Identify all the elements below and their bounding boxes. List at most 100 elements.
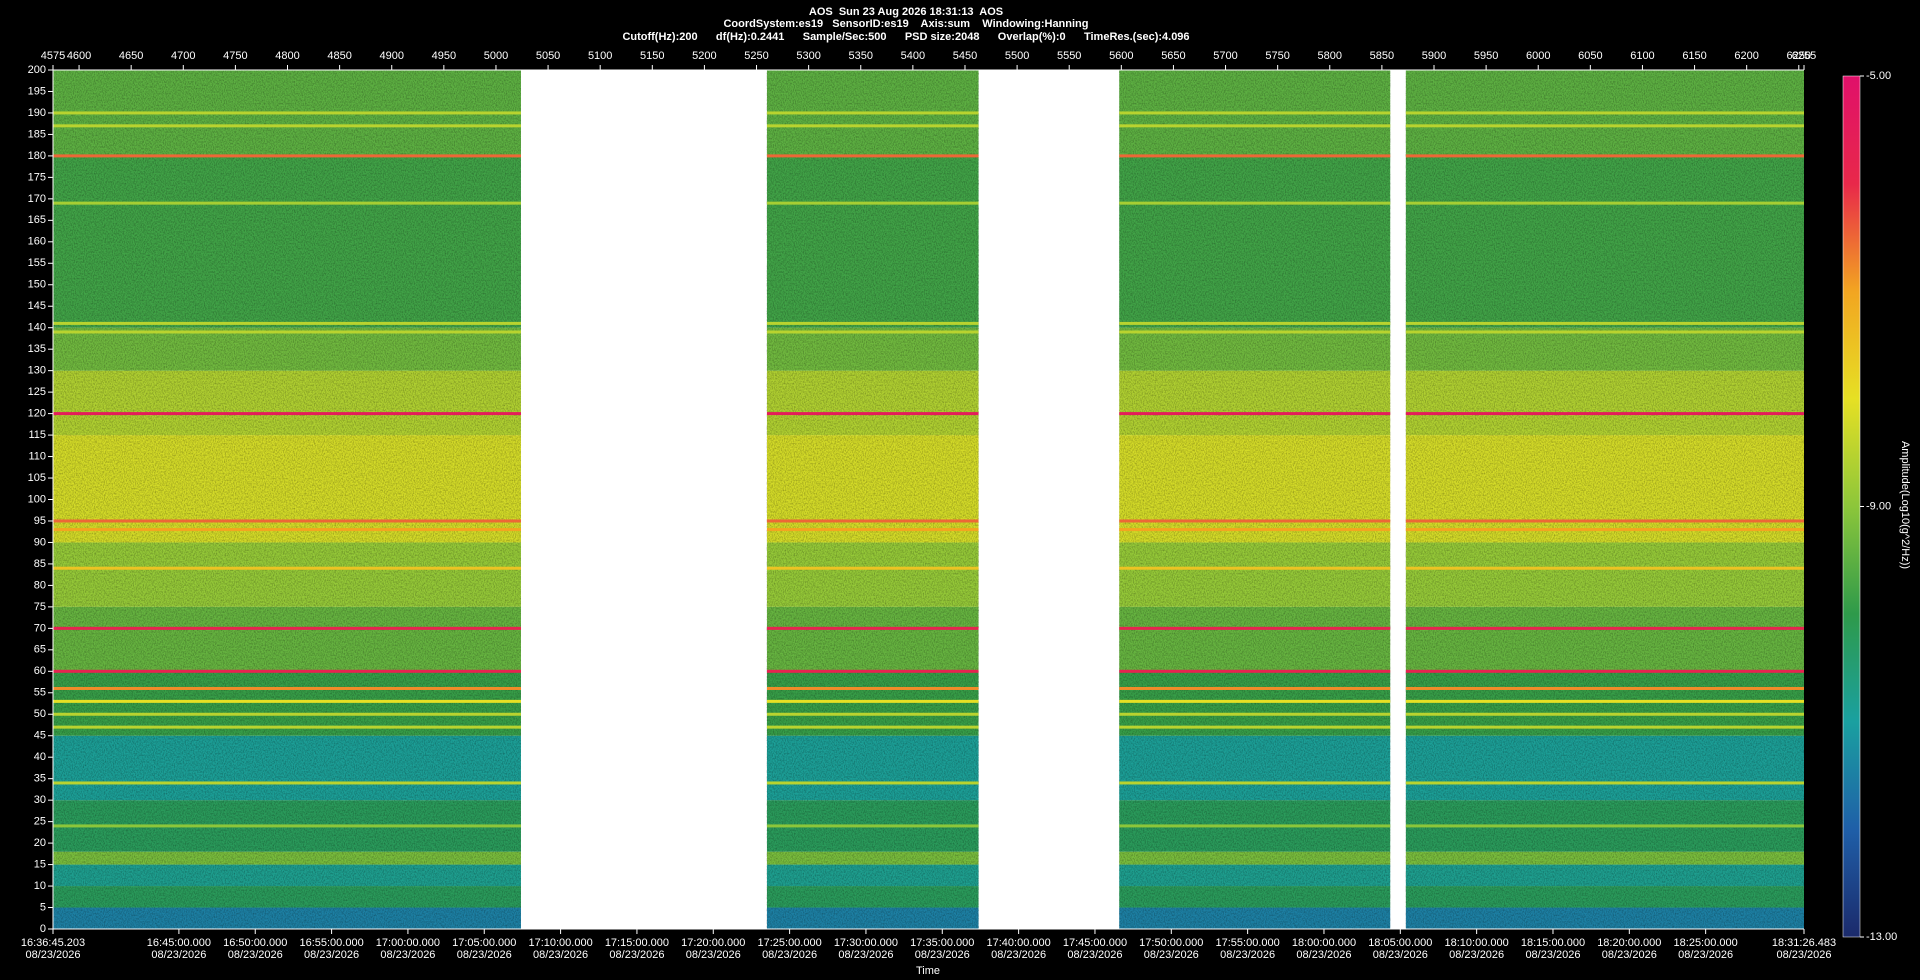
tone-line: [53, 412, 521, 416]
y-tick-label: 85: [34, 558, 46, 570]
tone-line: [1405, 686, 1804, 690]
x-tick-label: 17:40:00.000: [987, 937, 1051, 949]
texture: [766, 70, 979, 929]
x2-tick-label: 5250: [744, 50, 768, 62]
x-tick-label: 18:20:00.000: [1597, 937, 1661, 949]
tone-line: [766, 412, 979, 416]
y-tick-label: 190: [28, 107, 46, 119]
x-tick-date: 08/23/2026: [151, 949, 206, 961]
x2-tick-label: 5900: [1422, 50, 1446, 62]
y-tick-label: 185: [28, 128, 46, 140]
x-tick-label: 17:05:00.000: [452, 937, 516, 949]
tone-line: [766, 519, 979, 523]
y-tick-label: 150: [28, 279, 46, 291]
tone-line: [766, 528, 979, 532]
y-tick-label: 140: [28, 322, 46, 334]
x-tick-label: 17:35:00.000: [910, 937, 974, 949]
x-tick-label: 18:25:00.000: [1674, 937, 1738, 949]
x2-tick-label: 6100: [1630, 50, 1654, 62]
tone-line: [1119, 528, 1391, 532]
x-tick-label: 18:00:00.000: [1292, 937, 1356, 949]
tone-line: [766, 712, 979, 716]
x-tick-label: 18:15:00.000: [1521, 937, 1585, 949]
y-tick-label: 165: [28, 214, 46, 226]
tone-line: [1119, 781, 1391, 785]
x2-tick-label: 6250: [1787, 50, 1811, 62]
segment: [1405, 70, 1804, 929]
tone-line: [766, 111, 979, 115]
y-tick-label: 90: [34, 536, 46, 548]
tone-line: [1405, 201, 1804, 205]
x2-tick-label: 6050: [1578, 50, 1602, 62]
x-tick-date: 08/23/2026: [1525, 949, 1580, 961]
texture: [1119, 70, 1391, 929]
info-line: Cutoff(Hz):200 df(Hz):0.2441 Sample/Sec:…: [622, 31, 1189, 43]
x2-tick-label: 5700: [1213, 50, 1237, 62]
y-tick-label: 170: [28, 193, 46, 205]
colorbar-tick-label: -9.00: [1866, 500, 1891, 512]
tone-line: [1405, 111, 1804, 115]
x-tick-date: 08/23/2026: [915, 949, 970, 961]
y-tick-label: 120: [28, 408, 46, 420]
y-tick-label: 125: [28, 386, 46, 398]
x-tick-label: 17:50:00.000: [1139, 937, 1203, 949]
x2-tick-label: 5750: [1265, 50, 1289, 62]
x2-tick-label: 4575: [41, 50, 65, 62]
x2-tick-label: 5050: [536, 50, 560, 62]
tone-line: [766, 201, 979, 205]
tone-line: [1119, 712, 1391, 716]
tone-line: [1405, 519, 1804, 523]
x2-tick-label: 5500: [1005, 50, 1029, 62]
x-tick-date: 08/23/2026: [1144, 949, 1199, 961]
chart-title: AOS Sun 23 Aug 2026 18:31:13 AOS: [809, 6, 1003, 18]
tone-line: [1405, 566, 1804, 570]
x-tick-date: 08/23/2026: [457, 949, 512, 961]
tone-line: [1119, 330, 1391, 334]
x-tick-date: 08/23/2026: [25, 949, 80, 961]
tone-line: [766, 330, 979, 334]
tone-line: [1119, 154, 1391, 158]
x-tick-label: 16:55:00.000: [299, 937, 363, 949]
x2-tick-label: 4950: [432, 50, 456, 62]
tone-line: [1405, 412, 1804, 416]
y-tick-label: 180: [28, 150, 46, 162]
y-tick-label: 35: [34, 773, 46, 785]
x2-tick-label: 4750: [223, 50, 247, 62]
x-tick-date: 08/23/2026: [533, 949, 588, 961]
tone-line: [1119, 824, 1391, 828]
x2-tick-label: 4700: [171, 50, 195, 62]
y-tick-label: 40: [34, 751, 46, 763]
x2-tick-label: 5800: [1318, 50, 1342, 62]
tone-line: [1119, 566, 1391, 570]
tone-line: [1405, 699, 1804, 703]
colorbar-tick-label: -5.00: [1866, 70, 1891, 82]
tone-line: [1405, 124, 1804, 128]
x-tick-date: 08/23/2026: [380, 949, 435, 961]
tone-line: [53, 725, 521, 729]
y-tick-label: 200: [28, 64, 46, 76]
x-tick-label: 18:31:26.483: [1772, 937, 1836, 949]
x2-tick-label: 5600: [1109, 50, 1133, 62]
tone-line: [53, 528, 521, 532]
tone-line: [53, 519, 521, 523]
tone-line: [766, 686, 979, 690]
x-tick-date: 08/23/2026: [1296, 949, 1351, 961]
x-tick-label: 17:20:00.000: [681, 937, 745, 949]
tone-line: [766, 824, 979, 828]
x2-tick-label: 4850: [327, 50, 351, 62]
x-tick-label: 16:45:00.000: [147, 937, 211, 949]
y-tick-label: 50: [34, 708, 46, 720]
tone-line: [1405, 321, 1804, 325]
x-tick-date: 08/23/2026: [228, 949, 283, 961]
tone-line: [1405, 626, 1804, 630]
x2-tick-label: 6150: [1682, 50, 1706, 62]
tone-line: [53, 124, 521, 128]
x-tick-date: 08/23/2026: [1776, 949, 1831, 961]
y-tick-label: 145: [28, 300, 46, 312]
x2-tick-label: 6200: [1734, 50, 1758, 62]
tone-line: [1119, 124, 1391, 128]
x2-tick-label: 4900: [379, 50, 403, 62]
x-tick-date: 08/23/2026: [1678, 949, 1733, 961]
tone-line: [1405, 330, 1804, 334]
y-tick-label: 195: [28, 85, 46, 97]
